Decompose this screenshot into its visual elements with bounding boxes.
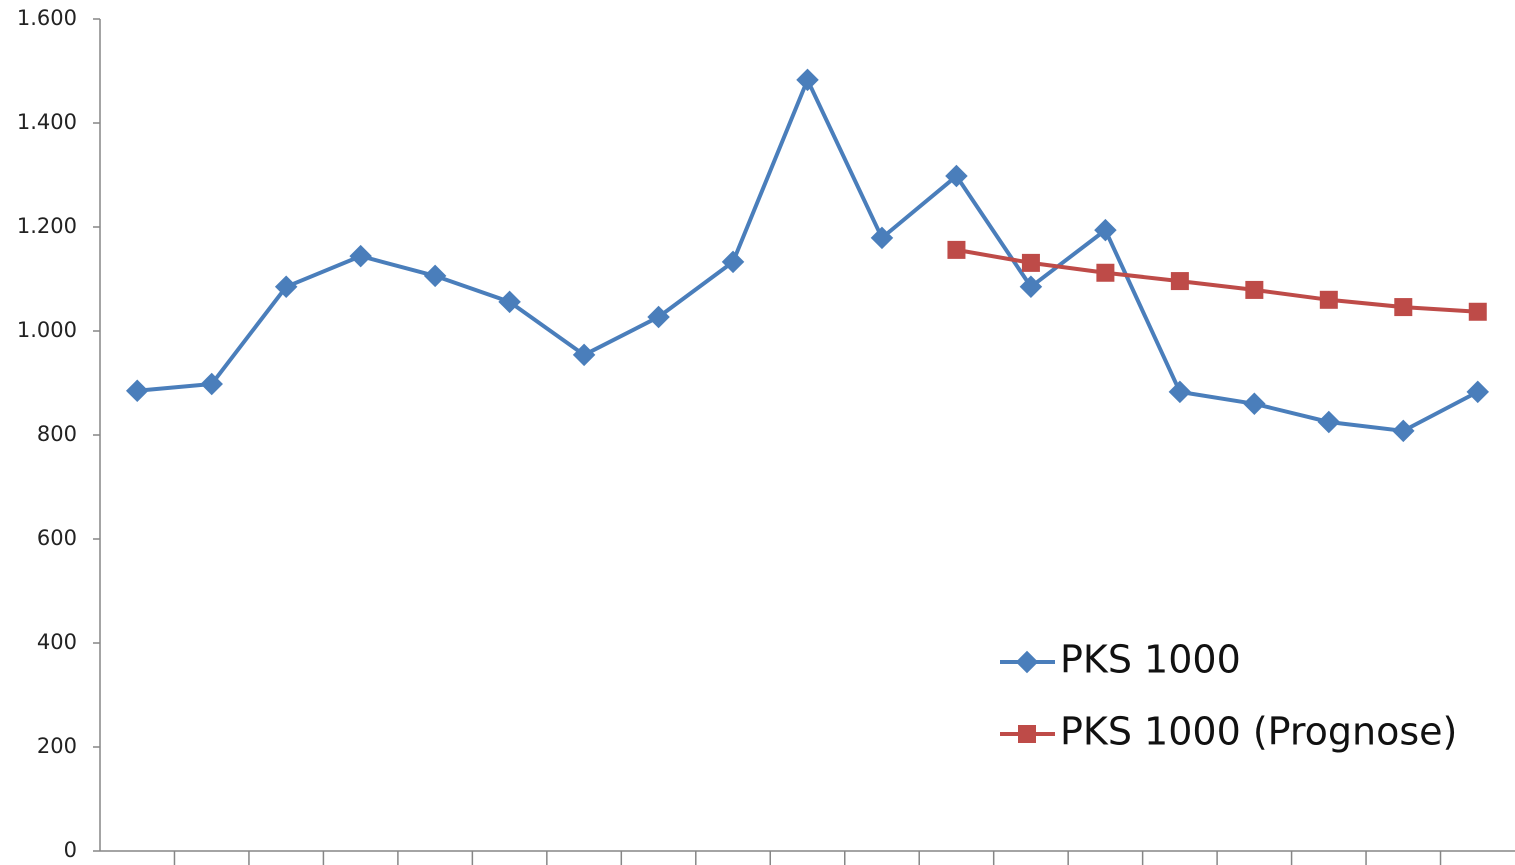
series-line [956, 247, 1478, 314]
y-tick-label: 800 [37, 422, 77, 446]
x-tick-label: 1998 [334, 862, 387, 865]
x-tick-label: 2003 [706, 862, 759, 865]
x-tick-label: 1997 [259, 862, 312, 865]
y-tick-label: 200 [37, 734, 77, 758]
y-tick-label: 1.200 [17, 214, 77, 238]
point [274, 275, 298, 299]
point [423, 264, 447, 288]
point [349, 244, 372, 268]
x-tick-label: 2000 [483, 862, 536, 865]
x-tick-label: 2008 [1079, 862, 1132, 865]
point [1170, 272, 1189, 291]
x-tick-label: 2012 [1377, 862, 1430, 865]
x-tick-label: 2007 [1004, 862, 1057, 865]
point [945, 164, 968, 188]
x-tick-label: 1999 [408, 862, 461, 865]
point [1021, 253, 1040, 272]
legend-text: PKS 1000 (Prognose) [1060, 710, 1457, 754]
x-tick-label: 1996 [185, 862, 238, 865]
point [1317, 410, 1341, 434]
point [947, 240, 966, 259]
point [200, 372, 223, 396]
x-tick-label: 2006 [930, 862, 983, 865]
point [1019, 275, 1043, 299]
x-tick-label: 2002 [632, 862, 685, 865]
point [647, 305, 670, 329]
point [721, 250, 745, 274]
x-tick-label: 1995 [111, 862, 164, 865]
y-tick-label: 400 [37, 630, 77, 654]
point [572, 343, 596, 367]
point [1096, 263, 1115, 282]
point [1094, 218, 1117, 242]
y-tick-label: 1.000 [17, 318, 77, 342]
x-tick-label: 2010 [1228, 862, 1281, 865]
x-tick-label: 2009 [1153, 862, 1206, 865]
x-tick-label: 2011 [1302, 862, 1355, 865]
point [1392, 419, 1415, 443]
point [1466, 380, 1490, 404]
point [1243, 392, 1266, 416]
y-tick-label: 600 [37, 526, 77, 550]
y-tick-label: 0 [64, 838, 77, 862]
x-tick-label: 2005 [855, 862, 908, 865]
point [125, 379, 149, 403]
legend-marker [1015, 650, 1039, 674]
series-line [137, 77, 1479, 433]
legend-marker [1018, 725, 1036, 743]
point [1319, 290, 1338, 309]
point [498, 290, 521, 314]
legend-text: PKS 1000 [1060, 638, 1241, 682]
y-tick-label: 1.400 [17, 110, 77, 134]
point [1245, 280, 1264, 299]
point [1468, 302, 1487, 321]
y-tick-label: 1.600 [17, 6, 77, 30]
x-tick-label: 2013 [1451, 862, 1504, 865]
point [1168, 380, 1192, 404]
point [870, 226, 894, 250]
point [796, 68, 819, 92]
point [1394, 298, 1413, 317]
